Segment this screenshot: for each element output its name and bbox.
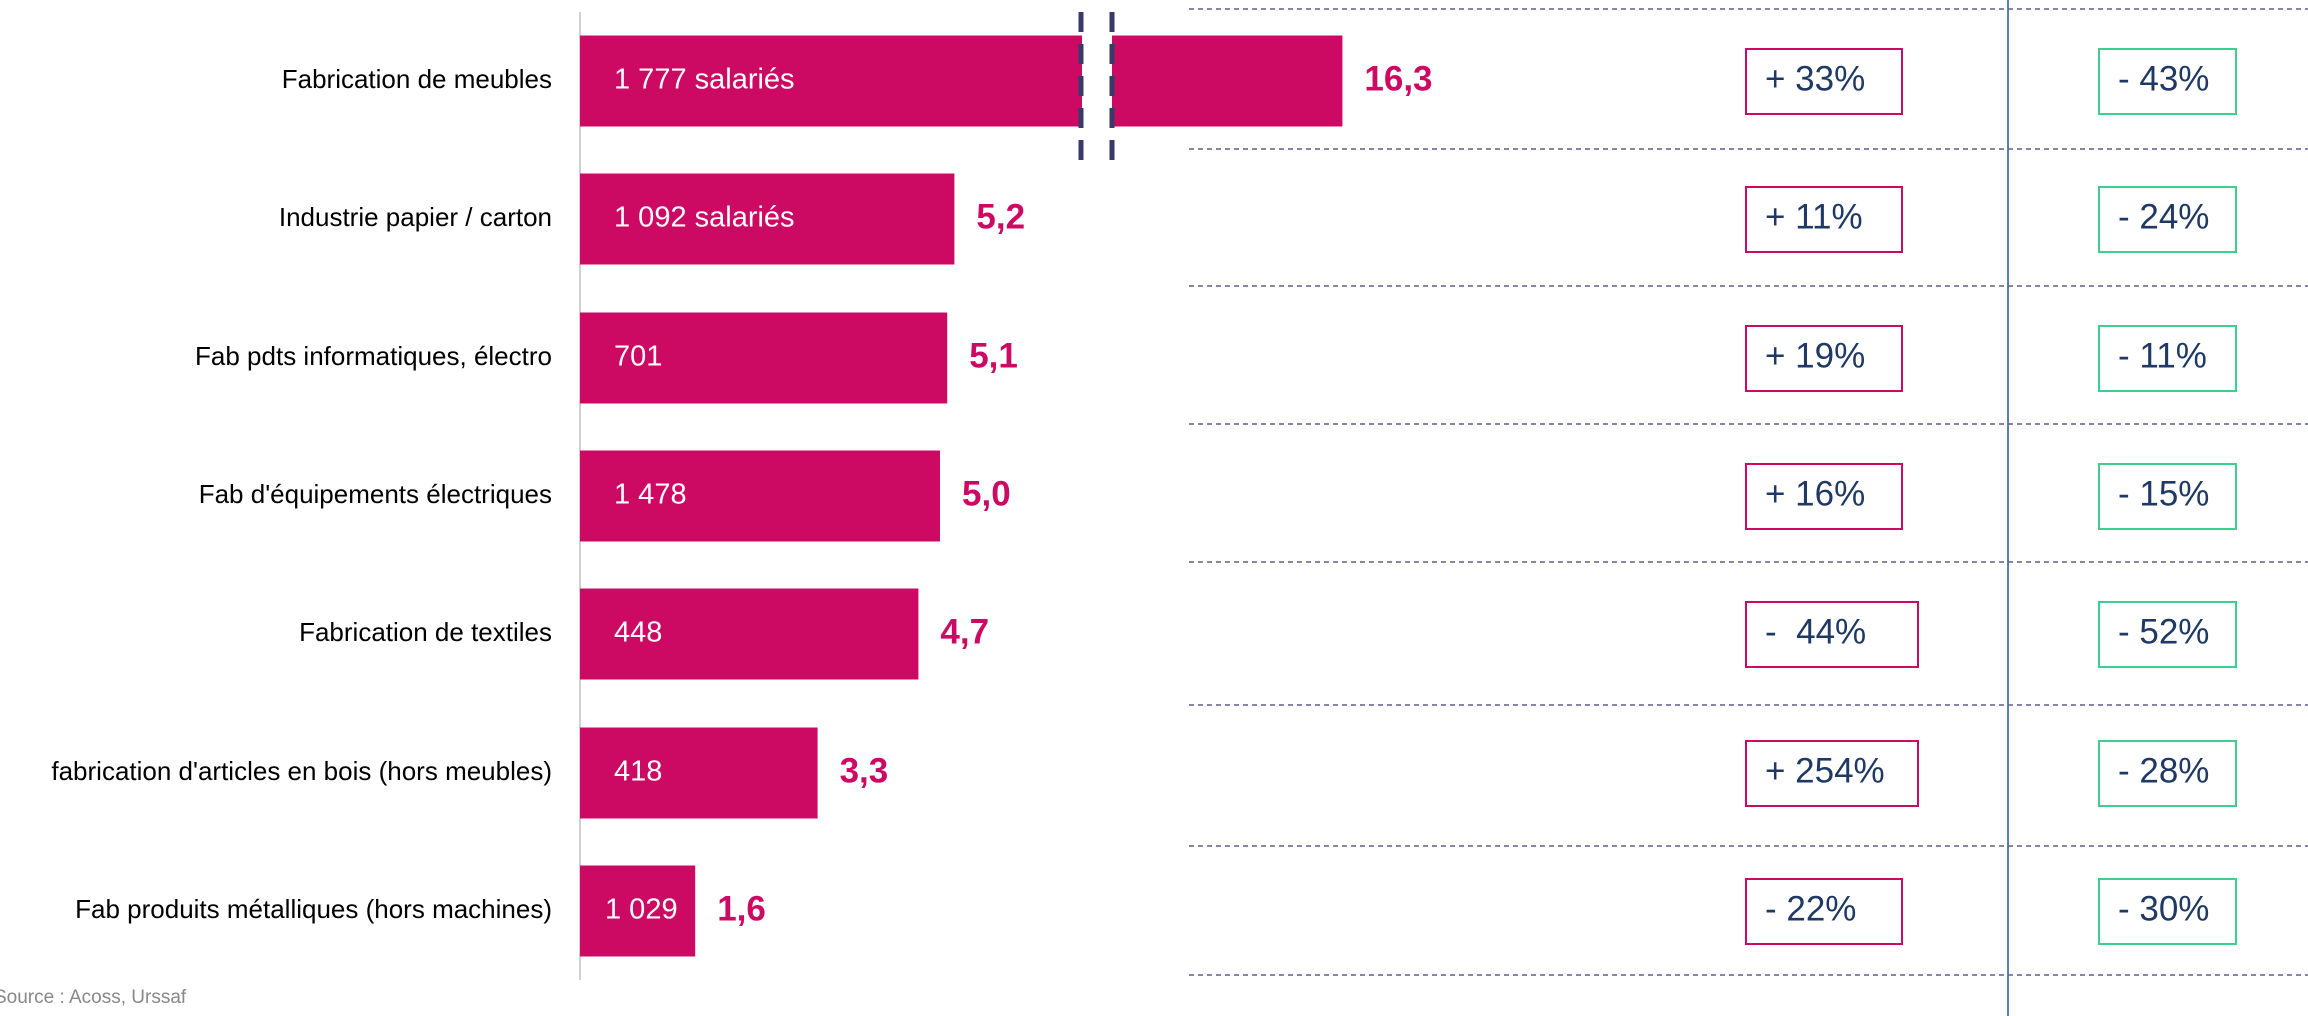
column-2-value: - 30% xyxy=(2118,889,2209,928)
source: Source : Acoss, Urssaf xyxy=(0,987,187,1008)
value-label: 1,6 xyxy=(717,889,766,928)
column-2-value: - 24% xyxy=(2118,197,2209,236)
category-label: Industrie papier / carton xyxy=(279,202,552,232)
column-1-value: - 44% xyxy=(1765,612,1866,651)
category-label: Fab pdts informatiques, électro xyxy=(195,341,552,371)
column-1-value: + 33% xyxy=(1765,59,1865,98)
column-2-value: - 15% xyxy=(2118,474,2209,513)
category-label: fabrication d'articles en bois (hors meu… xyxy=(51,756,552,786)
bar-label: 1 478 xyxy=(614,479,687,511)
column-1-value: + 254% xyxy=(1765,751,1885,790)
value-label: 4,7 xyxy=(940,612,989,651)
column-1-box xyxy=(1745,48,1903,115)
column-1-box xyxy=(1745,878,1903,945)
column-2-value: - 43% xyxy=(2118,59,2209,98)
column-2-box xyxy=(2098,48,2237,115)
axis-break-gap xyxy=(1082,33,1112,129)
column-2-value: - 28% xyxy=(2118,751,2209,790)
column-1-box xyxy=(1745,740,1919,807)
bar xyxy=(580,588,919,680)
bar-label: 448 xyxy=(614,617,662,649)
column-1-value: + 11% xyxy=(1765,197,1863,236)
column-2-box xyxy=(2098,325,2237,392)
bar xyxy=(580,727,818,819)
bar xyxy=(580,312,948,404)
category-label: Fabrication de meubles xyxy=(282,64,552,94)
category-label: Fabrication de textiles xyxy=(299,617,552,647)
bar xyxy=(580,450,940,542)
column-2-box xyxy=(2098,740,2237,807)
value-label: 5,2 xyxy=(976,197,1025,236)
bar-label: 418 xyxy=(614,756,662,788)
bar-label: 1 029 xyxy=(605,894,678,926)
bar-label: 1 777 salariés xyxy=(614,64,795,96)
value-label: 5,1 xyxy=(969,336,1018,375)
column-1-box xyxy=(1745,325,1903,392)
column-1-value: + 16% xyxy=(1765,474,1865,513)
value-label: 16,3 xyxy=(1364,59,1432,98)
value-label: 3,3 xyxy=(840,751,889,790)
bar xyxy=(580,35,1343,127)
column-2-value: - 11% xyxy=(2118,336,2207,375)
bar-label: 1 092 salariés xyxy=(614,202,795,234)
bar-label: 701 xyxy=(614,341,662,373)
column-2-box xyxy=(2098,186,2237,253)
column-1-box xyxy=(1745,463,1903,530)
column-2-box xyxy=(2098,878,2237,945)
value-label: 5,0 xyxy=(962,474,1011,513)
column-1-box xyxy=(1745,601,1919,668)
column-1-value: + 19% xyxy=(1765,336,1865,375)
column-2-box xyxy=(2098,463,2237,530)
column-1-value: - 22% xyxy=(1765,889,1856,928)
column-2-box xyxy=(2098,601,2237,668)
category-label: Fab d'équipements électriques xyxy=(199,479,552,509)
column-1-box xyxy=(1745,186,1903,253)
category-label: Fab produits métalliques (hors machines) xyxy=(75,894,552,924)
column-2-value: - 52% xyxy=(2118,612,2209,651)
bar xyxy=(580,173,955,265)
bar xyxy=(580,865,696,957)
